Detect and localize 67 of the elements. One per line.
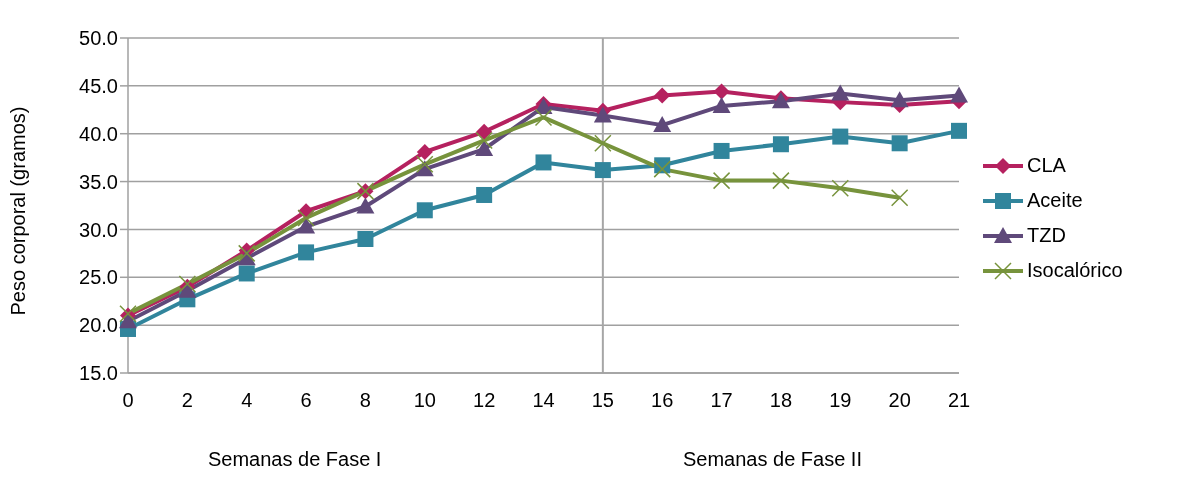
- x-tick-label: 2: [181, 389, 193, 412]
- point: [534, 108, 553, 127]
- y-tick-label: 15.0: [79, 362, 118, 385]
- point: [594, 134, 612, 153]
- point: [891, 135, 908, 152]
- x-tick-label: 6: [300, 389, 312, 412]
- point: [119, 312, 137, 329]
- x-tick-label: 15: [591, 389, 614, 412]
- point: [593, 106, 612, 123]
- point: [772, 136, 789, 153]
- y-tick-label: 30.0: [79, 218, 118, 241]
- legend-label: Aceite: [1027, 189, 1083, 212]
- x-tick-label: 21: [947, 389, 971, 412]
- y-tick-label: 45.0: [79, 74, 118, 97]
- point: [297, 217, 316, 234]
- x-tick-label: 19: [829, 389, 852, 412]
- point: [237, 244, 256, 263]
- point: [357, 231, 374, 247]
- x-tick-label: 12: [473, 389, 496, 412]
- point: [950, 86, 968, 103]
- x-tick-label: 4: [241, 389, 253, 412]
- point: [416, 155, 434, 174]
- point: [831, 179, 850, 198]
- y-tick-label: 40.0: [79, 122, 118, 145]
- point: [475, 140, 494, 157]
- point: [476, 123, 493, 140]
- point: [712, 96, 731, 113]
- point: [356, 197, 375, 214]
- point: [772, 171, 790, 190]
- point: [238, 265, 255, 282]
- y-tick-label: 35.0: [79, 170, 118, 193]
- point: [297, 209, 315, 227]
- x-tick-label: 18: [769, 389, 793, 412]
- y-tick-label: 50.0: [79, 27, 118, 50]
- point: [654, 87, 671, 104]
- x-tick-label: 16: [651, 389, 674, 412]
- point: [712, 171, 731, 190]
- point: [831, 84, 850, 101]
- point: [832, 128, 849, 145]
- point: [594, 162, 611, 179]
- point: [951, 122, 967, 139]
- x-tick-label: 17: [710, 389, 733, 412]
- point: [476, 186, 493, 203]
- point: [890, 91, 909, 108]
- x-tick-label: 10: [413, 389, 436, 412]
- x-tick-label: 14: [532, 389, 555, 412]
- point: [298, 244, 315, 261]
- y-tick-label: 25.0: [79, 266, 118, 289]
- point: [416, 202, 433, 219]
- point: [713, 142, 730, 159]
- point: [713, 83, 730, 100]
- legend-label: CLA: [1027, 154, 1066, 177]
- point: [890, 189, 909, 207]
- point: [475, 131, 493, 150]
- legend-label: Isocalórico: [1027, 259, 1123, 282]
- x-tick-label: 0: [122, 389, 134, 412]
- x-tick-label: 8: [359, 389, 371, 412]
- point: [416, 143, 433, 160]
- point: [653, 160, 671, 178]
- x-tick-label: 20: [888, 389, 911, 412]
- point: [653, 116, 672, 133]
- point: [535, 154, 552, 171]
- y-tick-label: 20.0: [79, 314, 118, 337]
- text: Semanas de Fase II: [683, 448, 862, 471]
- legend-label: TZD: [1027, 224, 1066, 247]
- text: Semanas de Fase I: [208, 448, 382, 471]
- y-axis-title: Peso corporal (gramos): [7, 106, 30, 316]
